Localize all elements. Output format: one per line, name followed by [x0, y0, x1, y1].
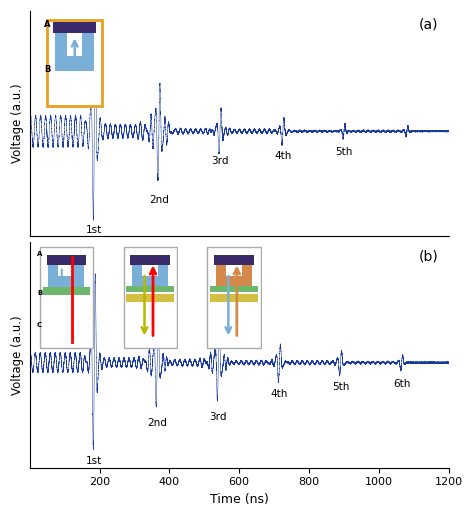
Text: (a): (a) [419, 18, 438, 32]
Text: 2nd: 2nd [147, 418, 167, 428]
Y-axis label: Voltage (a.u.): Voltage (a.u.) [11, 315, 24, 395]
Text: 4th: 4th [271, 389, 288, 399]
Text: 2nd: 2nd [149, 195, 169, 205]
Text: 6th: 6th [393, 378, 410, 389]
Text: 1st: 1st [86, 456, 102, 466]
Text: 1st: 1st [86, 225, 102, 235]
Text: 4th: 4th [274, 151, 292, 161]
X-axis label: Time (ns): Time (ns) [210, 493, 269, 506]
Text: (b): (b) [419, 249, 438, 263]
Y-axis label: Voltage (a.u.): Voltage (a.u.) [11, 84, 24, 163]
Text: 5th: 5th [332, 382, 349, 392]
Text: 5th: 5th [335, 147, 353, 157]
Text: 3rd: 3rd [211, 156, 229, 166]
Text: 3rd: 3rd [210, 412, 227, 421]
